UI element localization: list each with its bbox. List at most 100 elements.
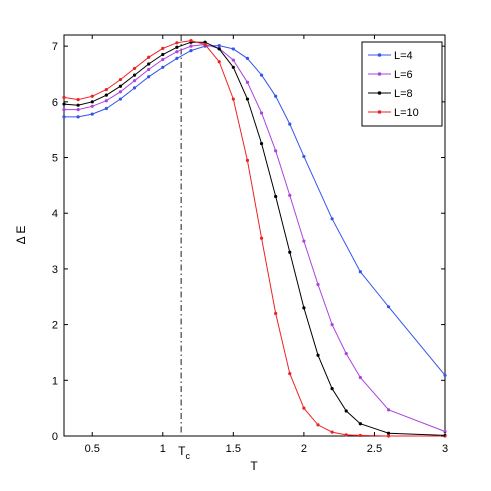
data-point (62, 102, 66, 106)
data-point (259, 111, 264, 115)
legend-entry: L=8 (368, 88, 413, 100)
data-point (231, 65, 235, 69)
y-tick-label: 5 (52, 153, 58, 165)
data-point (344, 409, 348, 413)
legend-entry: L=10 (368, 107, 419, 119)
tc-label-subscript: c (185, 451, 190, 461)
data-point (217, 60, 221, 64)
data-point (288, 250, 292, 254)
data-point (147, 62, 151, 66)
legend: L=4 L=6 L=8 L=10 (361, 41, 443, 127)
y-tick-label: 2 (52, 320, 58, 332)
data-point (316, 423, 320, 427)
tc-label: Tc (178, 444, 190, 461)
y-tick-label: 7 (52, 41, 58, 53)
data-point (274, 194, 278, 199)
data-point (118, 84, 123, 88)
data-point (132, 79, 137, 83)
axis-ticks: 0.5 1 1.5 2 2.5 3 0 1 2 3 4 5 6 7 (52, 35, 448, 455)
data-point (245, 80, 250, 84)
data-point (316, 353, 320, 357)
data-point (62, 108, 66, 112)
series-l-10 (62, 38, 447, 438)
data-point (104, 99, 108, 103)
data-point (175, 56, 179, 60)
data-point (358, 433, 362, 438)
legend-label: L=8 (394, 88, 413, 100)
data-point (245, 158, 250, 162)
data-point (175, 50, 179, 54)
data-point (231, 47, 235, 51)
y-axis-label: Δ E (14, 226, 28, 245)
data-point (161, 57, 165, 62)
x-tick-label: 2.5 (367, 443, 382, 455)
data-point (90, 100, 94, 104)
data-point (302, 306, 306, 310)
x-axis-label: T (250, 459, 258, 473)
y-tick-label: 6 (52, 97, 58, 109)
data-point (104, 93, 108, 97)
data-point (175, 41, 179, 45)
data-point (189, 38, 193, 43)
data-point (386, 305, 391, 309)
critical-temperature-marker: Tc (178, 35, 190, 461)
data-point (62, 115, 66, 119)
data-point (147, 75, 151, 79)
y-tick-label: 3 (52, 264, 58, 276)
data-point (118, 77, 123, 82)
data-point (147, 55, 151, 59)
data-point (90, 94, 94, 98)
legend-swatch-marker (377, 110, 382, 114)
data-point (386, 408, 391, 412)
x-tick-label: 2 (301, 443, 307, 455)
data-point (288, 193, 292, 197)
data-point (386, 431, 391, 435)
data-point (132, 86, 137, 90)
data-point (217, 43, 221, 48)
data-point (203, 40, 207, 44)
data-point (132, 73, 137, 77)
data-point (104, 87, 108, 92)
data-point (443, 373, 447, 377)
series-line (63, 41, 446, 436)
data-point (118, 90, 123, 94)
legend-swatch-marker (377, 91, 382, 95)
data-point (161, 65, 165, 69)
data-point (330, 323, 334, 327)
data-point (90, 104, 94, 108)
data-point (90, 112, 94, 116)
data-point (132, 66, 137, 71)
y-tick-label: 0 (52, 431, 58, 443)
data-point (302, 154, 306, 159)
y-tick-label: 4 (52, 208, 58, 220)
data-point (203, 42, 207, 47)
data-point (316, 282, 320, 287)
series-group (62, 38, 447, 438)
data-point (274, 149, 278, 153)
series-line (64, 43, 446, 432)
data-point (76, 115, 80, 119)
legend-label: L=6 (394, 69, 413, 81)
data-point (443, 429, 447, 434)
legend-label: L=4 (394, 50, 413, 62)
data-point (76, 108, 80, 112)
data-point (259, 142, 264, 146)
data-point (302, 406, 306, 410)
data-point (231, 97, 235, 101)
legend-swatch-marker (377, 53, 382, 57)
y-tick-label: 1 (52, 375, 58, 387)
data-point (274, 311, 278, 316)
data-point (161, 46, 165, 50)
data-point (175, 45, 179, 49)
data-point (245, 97, 250, 101)
legend-swatch-marker (377, 72, 382, 76)
data-point (344, 433, 348, 437)
data-point (330, 217, 334, 221)
data-point (189, 48, 193, 53)
x-tick-label: 0.5 (85, 443, 100, 455)
series-l-6 (62, 42, 447, 434)
data-point (274, 94, 278, 98)
legend-entry: L=6 (368, 69, 413, 81)
data-point (259, 73, 264, 77)
